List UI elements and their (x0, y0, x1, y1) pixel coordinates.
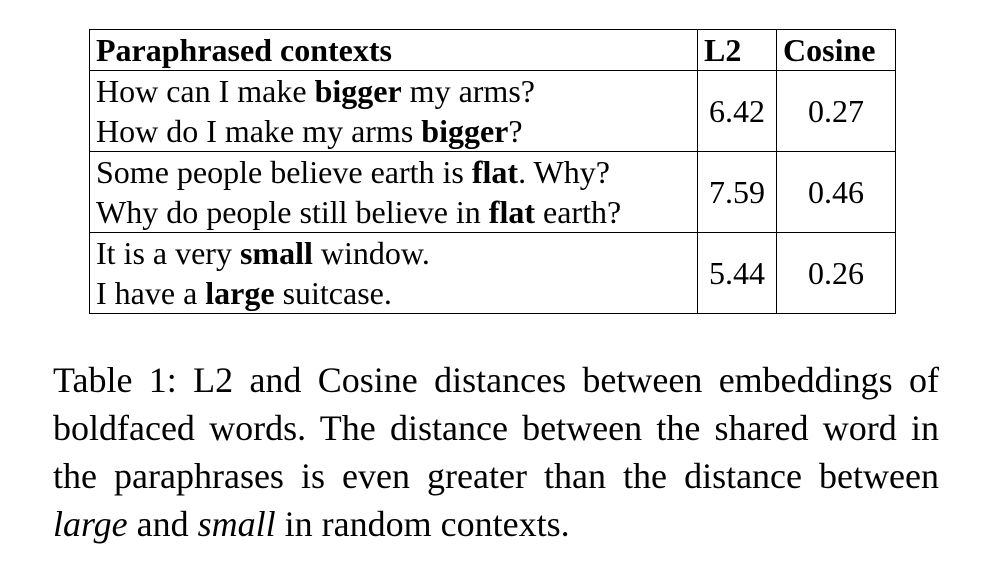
bold-word: flat (471, 154, 519, 190)
sentence-text: . Why? (518, 154, 610, 190)
header-paraphrased-contexts: Paraphrased contexts (89, 29, 698, 71)
caption-text: Table 1: L2 and Cosine distances between… (53, 360, 939, 496)
sentence-text: How do I make my arms (96, 113, 422, 149)
table-row: It is a very small window. I have a larg… (89, 232, 896, 314)
l2-value: 6.42 (697, 70, 777, 152)
cosine-value: 0.27 (776, 70, 896, 152)
sentence-text: I have a (96, 275, 206, 311)
table-caption: Table 1: L2 and Cosine distances between… (53, 356, 939, 548)
sentence-text: my arms? (401, 73, 535, 109)
caption-text: and (127, 504, 198, 544)
cosine-value: 0.46 (776, 151, 896, 233)
header-l2: L2 (697, 29, 777, 71)
caption-italic-word: small (197, 504, 276, 544)
sentence-text: window. (312, 235, 430, 271)
sentence-text: How can I make (96, 73, 315, 109)
sentence-1: How can I make bigger my arms? (96, 71, 691, 111)
results-table-container: Paraphrased contexts L2 Cosine How can I… (89, 29, 896, 314)
caption-italic-word: large (53, 504, 128, 544)
table-header-row: Paraphrased contexts L2 Cosine (89, 29, 896, 71)
sentence-text: suitcase. (274, 275, 392, 311)
bold-word: small (239, 235, 313, 271)
sentence-2: How do I make my arms bigger? (96, 111, 691, 151)
bold-word: bigger (421, 113, 509, 149)
sentence-text: earth? (535, 194, 622, 230)
l2-value: 5.44 (697, 232, 777, 314)
bold-word: large (205, 275, 275, 311)
bold-word: flat (488, 194, 535, 230)
cosine-value: 0.26 (776, 232, 896, 314)
context-cell: How can I make bigger my arms? How do I … (89, 70, 698, 152)
sentence-text: Some people believe earth is (96, 154, 472, 190)
context-cell: It is a very small window. I have a larg… (89, 232, 698, 314)
context-cell: Some people believe earth is flat. Why? … (89, 151, 698, 233)
bold-word: bigger (314, 73, 402, 109)
l2-value: 7.59 (697, 151, 777, 233)
sentence-text: Why do people still believe in (96, 194, 489, 230)
caption-text: in random contexts. (275, 504, 570, 544)
header-cosine: Cosine (776, 29, 896, 71)
sentence-2: Why do people still believe in flat eart… (96, 192, 691, 232)
sentence-text: It is a very (96, 235, 240, 271)
sentence-1: Some people believe earth is flat. Why? (96, 152, 691, 192)
results-table: Paraphrased contexts L2 Cosine How can I… (89, 29, 896, 314)
table-row: How can I make bigger my arms? How do I … (89, 70, 896, 152)
sentence-2: I have a large suitcase. (96, 273, 691, 313)
sentence-text: ? (508, 113, 523, 149)
table-row: Some people believe earth is flat. Why? … (89, 151, 896, 233)
sentence-1: It is a very small window. (96, 233, 691, 273)
